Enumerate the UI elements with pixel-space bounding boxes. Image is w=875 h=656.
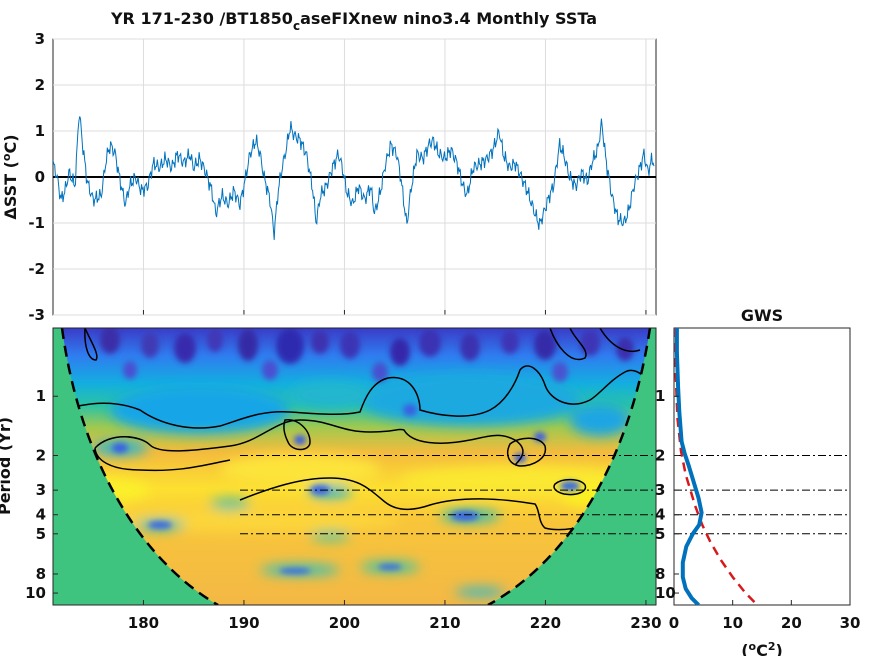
timeseries-y-tick-label: 1 [35,122,45,140]
gws-y-ticks: 1 2 3 45 810 [655,387,679,602]
wavelet-x-tick-label: 200 [329,614,360,632]
wavelet-y-tick-label: 1 [36,387,46,405]
gws-x-tick-label: 10 [722,614,743,632]
wavelet-y-ticks: 1 2 3 45 810 [25,387,58,602]
gws-x-tick-label: 0 [669,614,679,632]
timeseries-y-tick-label: -3 [28,306,45,324]
cone-boundary-left [60,328,219,605]
gws-x-label: (oC2) [741,640,783,656]
timeseries-panel: 3 2 1 0 -1 -2 -3 ΔSST (oC) [0,30,657,324]
wavelet-y-tick-label: 3 [36,481,46,499]
gws-y-tick-label: 1 [655,387,665,405]
gws-axes-box [673,327,851,606]
cone-of-influence-right [488,328,656,605]
wavelet-x-ticks: 180 190 200 210 220 230 [128,600,662,632]
timeseries-y-tick-label: -2 [28,260,45,278]
gws-y-tick-label: 2 [655,446,665,464]
timeseries-y-tick-label: 2 [35,76,45,94]
gws-y-tick-label: 3 [655,481,665,499]
gws-significance-curve [674,328,759,605]
wavelet-y-tick-label: 4 [36,506,46,524]
sst-anomaly-line [53,116,655,240]
wavelet-y-tick-label: 8 [36,565,46,583]
gws-title: GWS [741,306,783,325]
gws-power-curve [674,328,704,605]
wavelet-y-label: Period (Yr) [0,417,14,515]
timeseries-y-tick-label: -1 [28,214,45,232]
gws-y-tick-label: 8 [655,565,665,583]
gws-y-tick-label: 4 [655,506,665,524]
title-subscript: c [293,19,300,33]
wavelet-y-tick-label: 10 [25,584,46,602]
wavelet-y-tick-label: 2 [36,446,46,464]
timeseries-y-ticks: 3 2 1 0 -1 -2 -3 [28,30,45,324]
wavelet-x-tick-label: 230 [630,614,661,632]
gws-x-tick-label: 20 [781,614,802,632]
gws-x-tick-label: 30 [840,614,861,632]
gws-y-tick-label: 5 [655,525,665,543]
wavelet-x-tick-label: 180 [128,614,159,632]
cone-of-influence [53,328,218,605]
wavelet-x-tick-label: 220 [530,614,561,632]
gws-x-ticks: 0 10 20 30 [669,600,861,632]
significance-contours [61,328,646,531]
gws-reference-lines [674,454,850,535]
gws-y-tick-label: 10 [655,584,676,602]
wavelet-y-tick-label: 5 [36,525,46,543]
wavelet-reference-lines [240,454,656,535]
timeseries-y-label: ΔSST (oC) [0,134,20,219]
figure-title: YR 171-230 /BT1850caseFIXnew nino3.4 Mon… [110,9,597,33]
wavelet-axes-box [52,327,657,606]
timeseries-y-tick-label: 3 [35,30,45,48]
wavelet-x-tick-label: 190 [228,614,259,632]
cone-boundary-right [487,328,652,605]
wavelet-low-power-cells [100,328,634,574]
wavelet-x-tick-label: 210 [429,614,460,632]
timeseries-y-tick-label: 0 [35,168,45,186]
